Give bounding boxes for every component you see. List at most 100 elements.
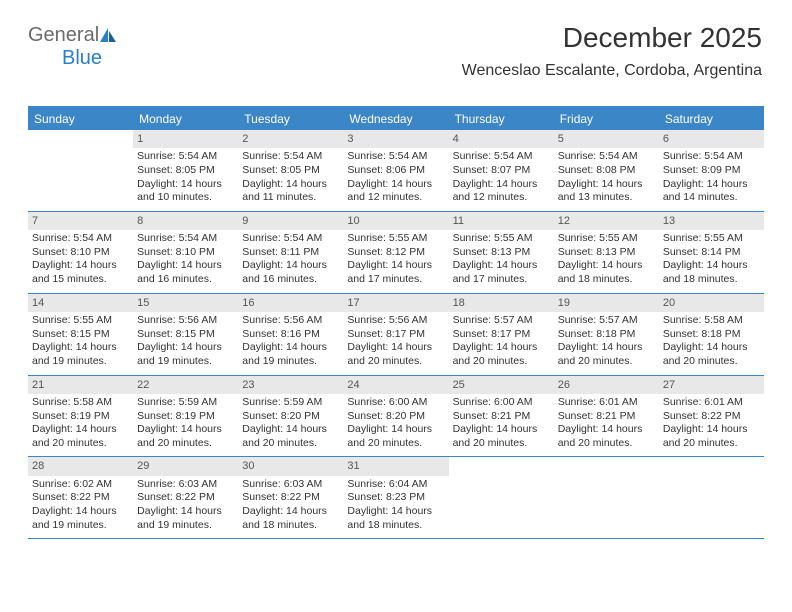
day-d2: and 17 minutes. bbox=[347, 273, 444, 287]
day-number: 13 bbox=[659, 212, 764, 230]
day-details: Sunrise: 6:01 AMSunset: 8:22 PMDaylight:… bbox=[659, 394, 764, 457]
col-monday: Monday bbox=[133, 108, 238, 130]
day-d2: and 19 minutes. bbox=[137, 519, 234, 533]
day-number: 3 bbox=[343, 130, 448, 148]
day-number: 20 bbox=[659, 294, 764, 312]
day-cell: 18Sunrise: 5:57 AMSunset: 8:17 PMDayligh… bbox=[449, 294, 554, 375]
day-d2: and 20 minutes. bbox=[347, 355, 444, 369]
day-d1: Daylight: 14 hours bbox=[32, 259, 129, 273]
day-cell: 14Sunrise: 5:55 AMSunset: 8:15 PMDayligh… bbox=[28, 294, 133, 375]
day-cell: 4Sunrise: 5:54 AMSunset: 8:07 PMDaylight… bbox=[449, 130, 554, 211]
day-details: Sunrise: 5:54 AMSunset: 8:05 PMDaylight:… bbox=[238, 148, 343, 211]
day-d2: and 18 minutes. bbox=[242, 519, 339, 533]
day-number: 12 bbox=[554, 212, 659, 230]
day-details: Sunrise: 5:55 AMSunset: 8:15 PMDaylight:… bbox=[28, 312, 133, 375]
day-d1: Daylight: 14 hours bbox=[347, 423, 444, 437]
day-cell: 23Sunrise: 5:59 AMSunset: 8:20 PMDayligh… bbox=[238, 376, 343, 457]
day-d2: and 16 minutes. bbox=[137, 273, 234, 287]
day-d1: Daylight: 14 hours bbox=[663, 178, 760, 192]
col-thursday: Thursday bbox=[449, 108, 554, 130]
day-d2: and 15 minutes. bbox=[32, 273, 129, 287]
day-number: 14 bbox=[28, 294, 133, 312]
day-sr: Sunrise: 6:03 AM bbox=[242, 478, 339, 492]
day-number: 29 bbox=[133, 457, 238, 475]
day-sr: Sunrise: 6:03 AM bbox=[137, 478, 234, 492]
day-sr: Sunrise: 5:54 AM bbox=[242, 232, 339, 246]
day-d2: and 11 minutes. bbox=[242, 191, 339, 205]
day-cell: 31Sunrise: 6:04 AMSunset: 8:23 PMDayligh… bbox=[343, 457, 448, 538]
calendar: Sunday Monday Tuesday Wednesday Thursday… bbox=[28, 106, 764, 539]
day-d1: Daylight: 14 hours bbox=[32, 341, 129, 355]
day-cell bbox=[554, 457, 659, 538]
page-title: December 2025 bbox=[563, 22, 762, 54]
day-number: 5 bbox=[554, 130, 659, 148]
day-cell: 15Sunrise: 5:56 AMSunset: 8:15 PMDayligh… bbox=[133, 294, 238, 375]
day-number: 15 bbox=[133, 294, 238, 312]
day-sr: Sunrise: 5:54 AM bbox=[453, 150, 550, 164]
day-details: Sunrise: 5:56 AMSunset: 8:15 PMDaylight:… bbox=[133, 312, 238, 375]
day-details: Sunrise: 5:54 AMSunset: 8:06 PMDaylight:… bbox=[343, 148, 448, 211]
day-number: 22 bbox=[133, 376, 238, 394]
day-d1: Daylight: 14 hours bbox=[663, 259, 760, 273]
day-sr: Sunrise: 5:55 AM bbox=[32, 314, 129, 328]
day-sr: Sunrise: 6:00 AM bbox=[453, 396, 550, 410]
day-d2: and 20 minutes. bbox=[663, 355, 760, 369]
day-number: 1 bbox=[133, 130, 238, 148]
day-details: Sunrise: 5:54 AMSunset: 8:10 PMDaylight:… bbox=[28, 230, 133, 293]
day-cell: 19Sunrise: 5:57 AMSunset: 8:18 PMDayligh… bbox=[554, 294, 659, 375]
day-d2: and 18 minutes. bbox=[558, 273, 655, 287]
day-sr: Sunrise: 5:56 AM bbox=[242, 314, 339, 328]
day-d1: Daylight: 14 hours bbox=[347, 178, 444, 192]
day-details: Sunrise: 5:55 AMSunset: 8:14 PMDaylight:… bbox=[659, 230, 764, 293]
day-ss: Sunset: 8:19 PM bbox=[32, 410, 129, 424]
day-details: Sunrise: 5:55 AMSunset: 8:12 PMDaylight:… bbox=[343, 230, 448, 293]
day-sr: Sunrise: 6:04 AM bbox=[347, 478, 444, 492]
day-details: Sunrise: 6:04 AMSunset: 8:23 PMDaylight:… bbox=[343, 476, 448, 539]
day-cell bbox=[659, 457, 764, 538]
day-d1: Daylight: 14 hours bbox=[347, 259, 444, 273]
day-d2: and 12 minutes. bbox=[347, 191, 444, 205]
day-details: Sunrise: 5:59 AMSunset: 8:19 PMDaylight:… bbox=[133, 394, 238, 457]
day-sr: Sunrise: 5:54 AM bbox=[137, 150, 234, 164]
day-cell: 26Sunrise: 6:01 AMSunset: 8:21 PMDayligh… bbox=[554, 376, 659, 457]
day-cell: 22Sunrise: 5:59 AMSunset: 8:19 PMDayligh… bbox=[133, 376, 238, 457]
day-details: Sunrise: 5:59 AMSunset: 8:20 PMDaylight:… bbox=[238, 394, 343, 457]
day-ss: Sunset: 8:10 PM bbox=[32, 246, 129, 260]
day-number: 10 bbox=[343, 212, 448, 230]
day-ss: Sunset: 8:06 PM bbox=[347, 164, 444, 178]
day-d1: Daylight: 14 hours bbox=[137, 341, 234, 355]
day-details: Sunrise: 5:57 AMSunset: 8:17 PMDaylight:… bbox=[449, 312, 554, 375]
day-number: 31 bbox=[343, 457, 448, 475]
day-d1: Daylight: 14 hours bbox=[137, 178, 234, 192]
day-cell bbox=[28, 130, 133, 211]
day-ss: Sunset: 8:08 PM bbox=[558, 164, 655, 178]
day-number: 16 bbox=[238, 294, 343, 312]
day-sr: Sunrise: 6:02 AM bbox=[32, 478, 129, 492]
day-cell: 24Sunrise: 6:00 AMSunset: 8:20 PMDayligh… bbox=[343, 376, 448, 457]
day-number: 21 bbox=[28, 376, 133, 394]
day-number: 8 bbox=[133, 212, 238, 230]
day-details: Sunrise: 6:00 AMSunset: 8:21 PMDaylight:… bbox=[449, 394, 554, 457]
day-sr: Sunrise: 5:55 AM bbox=[558, 232, 655, 246]
day-d1: Daylight: 14 hours bbox=[242, 178, 339, 192]
day-cell: 7Sunrise: 5:54 AMSunset: 8:10 PMDaylight… bbox=[28, 212, 133, 293]
day-d1: Daylight: 14 hours bbox=[137, 505, 234, 519]
day-d1: Daylight: 14 hours bbox=[453, 423, 550, 437]
col-friday: Friday bbox=[554, 108, 659, 130]
day-details: Sunrise: 5:56 AMSunset: 8:16 PMDaylight:… bbox=[238, 312, 343, 375]
day-d1: Daylight: 14 hours bbox=[558, 178, 655, 192]
day-d2: and 17 minutes. bbox=[453, 273, 550, 287]
col-sunday: Sunday bbox=[28, 108, 133, 130]
day-number: 17 bbox=[343, 294, 448, 312]
day-d1: Daylight: 14 hours bbox=[663, 423, 760, 437]
week-row: 7Sunrise: 5:54 AMSunset: 8:10 PMDaylight… bbox=[28, 212, 764, 294]
day-ss: Sunset: 8:10 PM bbox=[137, 246, 234, 260]
day-details: Sunrise: 5:58 AMSunset: 8:19 PMDaylight:… bbox=[28, 394, 133, 457]
day-cell: 28Sunrise: 6:02 AMSunset: 8:22 PMDayligh… bbox=[28, 457, 133, 538]
day-sr: Sunrise: 5:54 AM bbox=[663, 150, 760, 164]
day-d2: and 20 minutes. bbox=[558, 355, 655, 369]
day-d1: Daylight: 14 hours bbox=[242, 423, 339, 437]
day-d1: Daylight: 14 hours bbox=[453, 178, 550, 192]
day-details: Sunrise: 5:54 AMSunset: 8:08 PMDaylight:… bbox=[554, 148, 659, 211]
day-sr: Sunrise: 6:01 AM bbox=[558, 396, 655, 410]
